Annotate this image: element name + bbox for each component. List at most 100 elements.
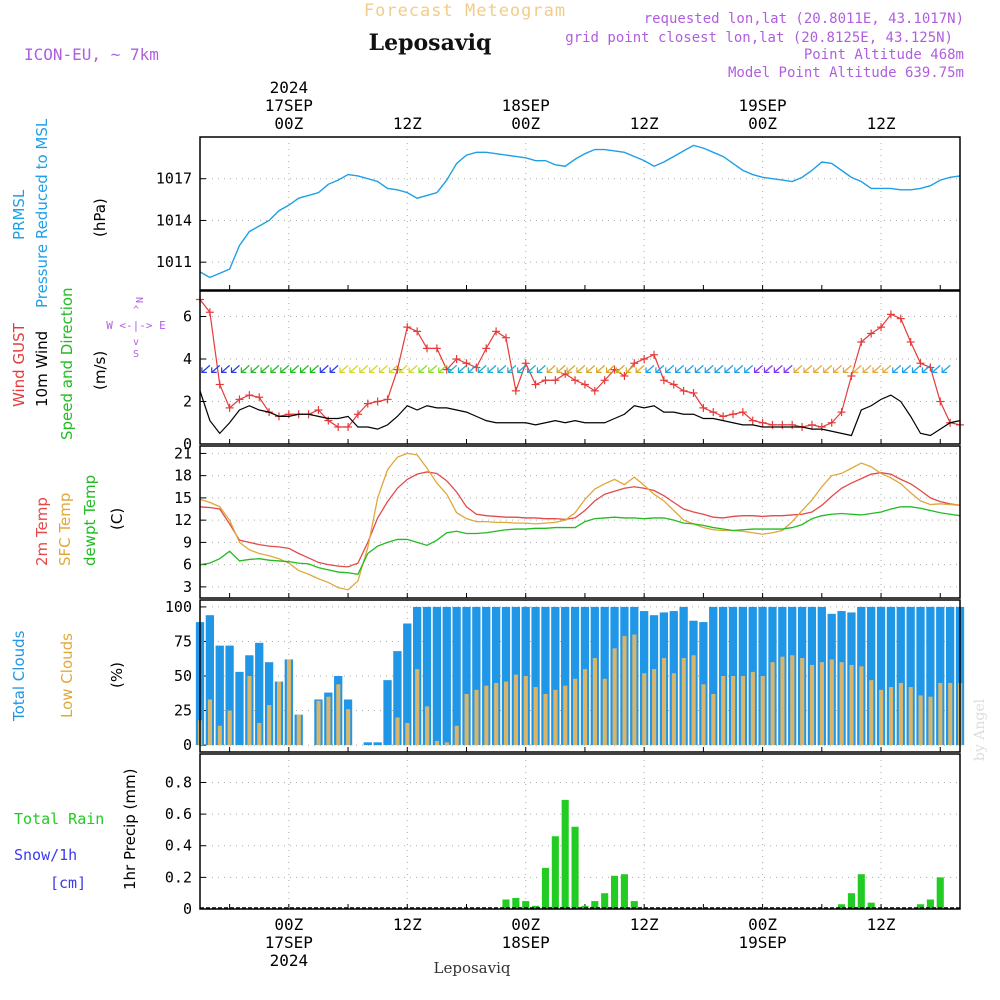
product-title: Forecast Meteogram <box>364 1 566 21</box>
wind-arrow <box>931 364 941 373</box>
wind-arrow <box>230 364 240 373</box>
precip-bar <box>541 867 550 909</box>
gust-marker <box>837 408 846 417</box>
low-cloud-bar <box>691 655 696 746</box>
precip-bar <box>936 877 944 909</box>
low-cloud-bar <box>553 689 558 746</box>
gust-marker <box>353 410 362 419</box>
low-cloud-bar <box>760 676 765 746</box>
low-cloud-bar <box>652 669 657 746</box>
compass-n: N <box>133 297 144 303</box>
wind-arrow <box>359 364 369 373</box>
total-cloud-bar <box>264 662 274 746</box>
y-tick-label: 4 <box>183 350 192 368</box>
gust-marker <box>551 376 560 385</box>
wind-arrow <box>556 364 566 373</box>
wind-arrow <box>201 364 211 373</box>
y-tick-label: 0 <box>183 435 192 453</box>
gust-marker <box>314 406 323 414</box>
bottom-time-label: 12Z <box>630 915 659 934</box>
bottom-time-label: 12Z <box>867 915 896 934</box>
precip-labels: Total Rain Snow/1h [cm] 1hr Precip (mm) <box>14 769 139 892</box>
panel-4: 0 0.2 0.4 0.6 0.8 <box>165 754 960 918</box>
low-cloud-bar <box>247 676 252 746</box>
y-tick-label: 18 <box>174 467 192 485</box>
gust-marker <box>344 423 353 431</box>
total-cloud-bar <box>482 606 491 746</box>
wind-arrow <box>211 364 221 373</box>
gust-label: Wind GUST <box>10 322 28 407</box>
location-title: Leposaviq <box>369 30 492 56</box>
gust-marker <box>482 344 491 353</box>
gust-marker <box>432 344 441 353</box>
precip-bar <box>512 897 520 909</box>
wind-arrow <box>536 364 546 373</box>
wind-arrow <box>576 364 586 373</box>
total-cloud-bar <box>422 606 432 746</box>
low-cloud-bar <box>454 725 459 746</box>
panel-bg <box>200 446 960 598</box>
low-cloud-bar <box>217 725 222 746</box>
y-tick-label: 50 <box>174 667 192 685</box>
wind-arrow <box>457 364 467 373</box>
top-time-label: 00Z <box>511 114 540 133</box>
low-cloud-bar <box>395 717 400 746</box>
low-cloud-bar <box>326 696 331 746</box>
precip-bar <box>847 893 855 909</box>
total-cloud-bar <box>936 606 945 746</box>
gust-marker <box>600 376 609 385</box>
wind-arrow <box>369 364 379 373</box>
wind-arrow <box>329 364 339 373</box>
wind-arrow <box>487 364 497 373</box>
gust-marker <box>501 333 510 342</box>
top-time-label: 00Z <box>274 114 303 133</box>
panel-border <box>199 290 961 445</box>
top-time-label: 00Z <box>748 114 777 133</box>
snow-label: Snow/1h <box>14 846 77 864</box>
y-tick-label: 6 <box>183 308 192 326</box>
gust-marker <box>373 397 382 406</box>
low-cloud-bar <box>484 685 489 746</box>
total-cloud-bar <box>373 742 382 746</box>
low-cloud-bar <box>296 714 301 746</box>
precip-bar <box>571 826 579 909</box>
wind-arrow <box>635 364 645 373</box>
low-cloud-bar <box>938 682 943 746</box>
gust-marker <box>492 327 501 336</box>
gust-marker <box>857 338 866 346</box>
low-cloud-bar <box>809 664 815 746</box>
panel-0: 1011 1014 1017 <box>156 137 960 290</box>
low-clouds-label: Low Clouds <box>58 633 76 718</box>
y-tick-label: 1011 <box>156 253 192 271</box>
low-cloud-bar <box>582 669 588 746</box>
plot-area: 101110141017024636912151821025507510000.… <box>156 78 965 970</box>
gust-marker <box>610 365 619 374</box>
total-cloud-bar <box>541 606 550 746</box>
wind-arrow <box>842 364 852 373</box>
low-cloud-bar <box>928 696 933 746</box>
wind-arrow <box>645 364 655 373</box>
top-time-label: 12Z <box>630 114 659 133</box>
wind-arrow <box>862 364 872 373</box>
low-cloud-bar <box>780 656 785 746</box>
wind-arrow <box>734 364 744 373</box>
temp-labels: 2m Temp SFC Temp dewpt Temp (C) <box>33 475 126 566</box>
wind-arrow <box>753 364 763 373</box>
gust-marker <box>205 308 214 317</box>
wind-arrow <box>280 364 290 373</box>
total-cloud-bar <box>926 606 935 746</box>
wind-arrow <box>783 364 793 373</box>
total-cloud-bar <box>551 606 560 746</box>
direction-label: Speed and Direction <box>58 287 76 440</box>
total-cloud-bar <box>205 615 215 746</box>
bottom-time-label: 17SEP <box>265 933 313 952</box>
low-cloud-bar <box>523 676 528 746</box>
y-tick-label: 1014 <box>156 211 192 229</box>
low-cloud-bar <box>898 682 903 746</box>
gust-marker <box>679 386 688 395</box>
total-cloud-bar <box>462 606 471 746</box>
gust-marker <box>906 338 915 346</box>
top-time-label: 2024 <box>270 78 309 97</box>
gust-marker <box>245 391 254 400</box>
